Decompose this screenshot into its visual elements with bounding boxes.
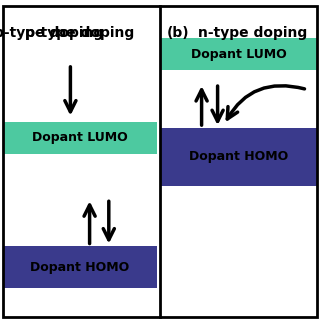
Text: n-type doping: n-type doping xyxy=(198,26,308,40)
Text: Dopant LUMO: Dopant LUMO xyxy=(190,48,286,61)
Text: Dopant LUMO: Dopant LUMO xyxy=(32,131,128,144)
Bar xyxy=(3,122,157,154)
Bar xyxy=(160,128,317,186)
Text: Dopant HOMO: Dopant HOMO xyxy=(30,261,130,274)
Text: p-type doping: p-type doping xyxy=(0,26,103,40)
Text: Dopant HOMO: Dopant HOMO xyxy=(189,150,288,163)
Bar xyxy=(3,246,157,288)
Bar xyxy=(160,38,317,70)
Text: (b): (b) xyxy=(166,26,189,40)
Text: p-type doping: p-type doping xyxy=(25,26,135,40)
